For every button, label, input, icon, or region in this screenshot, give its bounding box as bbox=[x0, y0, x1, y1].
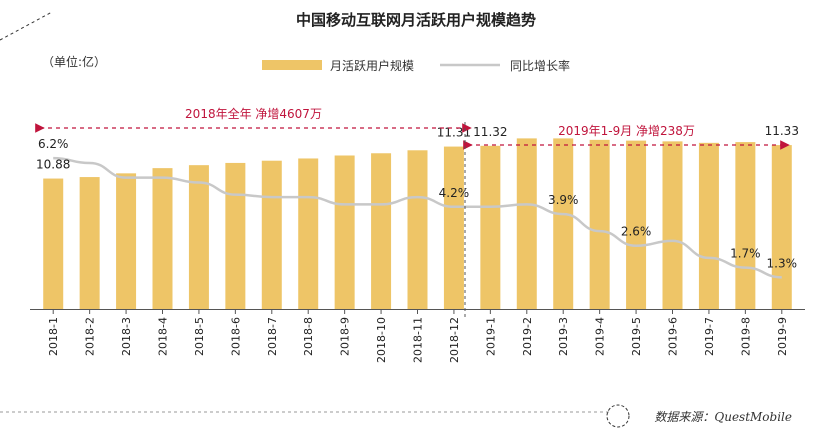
bar-2019-5 bbox=[626, 140, 647, 309]
growth-value-label-2018-1: 6.2% bbox=[38, 137, 69, 151]
chart-title: 中国移动互联网月活跃用户规模趋势 bbox=[296, 11, 536, 29]
annotation-label-1: 2018年全年 净增4607万 bbox=[185, 106, 322, 121]
x-tick-label-2018-11: 2018-11 bbox=[412, 317, 425, 363]
bar-2019-6 bbox=[662, 141, 683, 309]
bar-2018-12 bbox=[443, 146, 464, 309]
bar-2018-3 bbox=[116, 173, 137, 309]
bar-2018-6 bbox=[225, 162, 246, 309]
x-tick-label-2019-2: 2019-2 bbox=[521, 317, 534, 356]
x-tick-label-2018-4: 2018-4 bbox=[157, 317, 170, 356]
bar-2018-10 bbox=[371, 153, 392, 309]
decor-dashed-circle bbox=[606, 404, 630, 428]
x-tick-label-2018-1: 2018-1 bbox=[47, 317, 60, 356]
bar-2019-7 bbox=[698, 142, 719, 309]
bar-2018-9 bbox=[334, 155, 355, 309]
decor-dashed-line-top-left bbox=[0, 11, 53, 41]
x-tick-label-2019-5: 2019-5 bbox=[630, 317, 643, 356]
x-tick-label-2018-10: 2018-10 bbox=[375, 317, 388, 363]
x-tick-label-2018-6: 2018-6 bbox=[229, 317, 242, 356]
bar-2019-3 bbox=[553, 138, 574, 309]
x-tick-label-2018-9: 2018-9 bbox=[339, 317, 352, 356]
bar-2018-8 bbox=[298, 158, 319, 309]
legend-bar-label: 月活跃用户规模 bbox=[330, 58, 414, 73]
bar-2019-4 bbox=[589, 139, 610, 309]
legend-line-label: 同比增长率 bbox=[510, 58, 570, 73]
legend-bar-swatch bbox=[262, 60, 322, 70]
x-tick-label-2019-3: 2019-3 bbox=[557, 317, 570, 356]
x-tick-label-2018-7: 2018-7 bbox=[266, 317, 279, 356]
bar-2019-1 bbox=[480, 145, 501, 309]
bar-2018-5 bbox=[188, 165, 209, 309]
bar-2018-2 bbox=[79, 177, 100, 309]
bar-2018-4 bbox=[152, 168, 173, 309]
x-tick-label-2019-9: 2019-9 bbox=[776, 317, 789, 356]
bar-2019-2 bbox=[516, 138, 537, 309]
x-tick-label-2018-8: 2018-8 bbox=[302, 317, 315, 356]
x-tick-label-2019-7: 2019-7 bbox=[703, 317, 716, 356]
bar-2019-9 bbox=[771, 145, 792, 309]
growth-value-label-2019-3: 3.9% bbox=[548, 193, 579, 207]
data-source: 数据来源：QuestMobile bbox=[654, 410, 792, 424]
bar-value-label-2019-9: 11.33 bbox=[765, 124, 799, 138]
x-tick-label-2019-8: 2019-8 bbox=[739, 317, 752, 356]
x-tick-label-2019-6: 2019-6 bbox=[667, 317, 680, 356]
x-tick-label-2019-4: 2019-4 bbox=[594, 317, 607, 356]
x-tick-label-2018-12: 2018-12 bbox=[448, 317, 461, 363]
growth-value-label-2019-8: 1.7% bbox=[730, 247, 761, 261]
growth-value-label-2018-12: 4.2% bbox=[439, 186, 470, 200]
x-tick-label-2018-5: 2018-5 bbox=[193, 317, 206, 356]
bar-2018-11 bbox=[407, 150, 428, 309]
growth-value-label-2019-9: 1.3% bbox=[767, 256, 798, 270]
x-tick-label-2018-2: 2018-2 bbox=[84, 317, 97, 356]
growth-value-label-2019-5: 2.6% bbox=[621, 225, 652, 239]
unit-label: （单位:亿） bbox=[42, 54, 106, 69]
bar-value-label-2018-1: 10.88 bbox=[36, 158, 70, 172]
bar-2018-1 bbox=[43, 178, 64, 309]
bar-2019-8 bbox=[735, 142, 756, 309]
bar-value-label-2019-1: 11.32 bbox=[473, 125, 507, 139]
x-tick-label-2018-3: 2018-3 bbox=[120, 317, 133, 356]
annotation-label-2: 2019年1-9月 净增238万 bbox=[558, 124, 695, 138]
x-tick-label-2019-1: 2019-1 bbox=[484, 317, 497, 356]
bar-2018-7 bbox=[261, 160, 282, 309]
